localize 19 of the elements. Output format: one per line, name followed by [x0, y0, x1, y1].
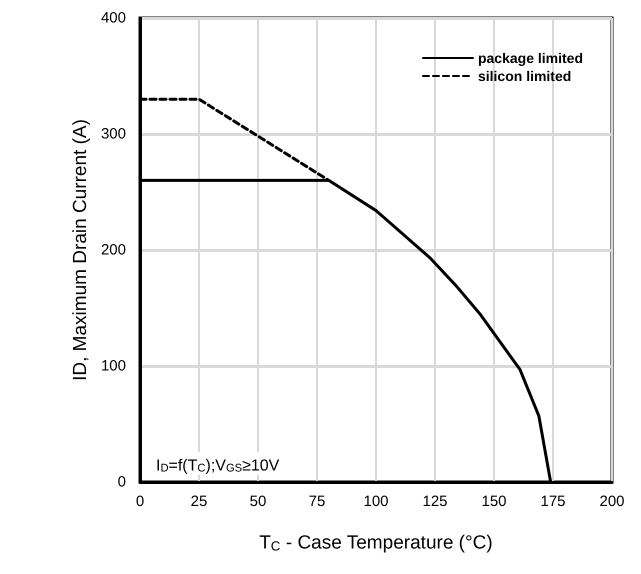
annotation: ID=f(TC);VGS≥10V — [156, 457, 280, 474]
y-tick-label: 200 — [100, 242, 126, 258]
legend-label: package limited — [478, 50, 584, 66]
x-tick-label: 0 — [136, 493, 144, 510]
x-tick-label: 175 — [540, 493, 566, 510]
x-tick-label: 150 — [481, 493, 507, 510]
y-tick-label: 0 — [118, 474, 126, 490]
legend-label: silicon limited — [478, 68, 572, 84]
x-tick-label: 125 — [422, 493, 448, 510]
x-tick-label: 200 — [599, 493, 625, 510]
x-tick-label: 75 — [308, 493, 326, 510]
y-axis-title: ID, Maximum Drain Current (A) — [70, 119, 92, 381]
x-tick-label: 50 — [250, 493, 266, 510]
x-tick-label: 100 — [363, 493, 389, 510]
y-tick-label: 100 — [100, 358, 126, 374]
y-tick-label: 400 — [100, 10, 126, 26]
y-tick-label: 300 — [100, 126, 126, 142]
x-tick-label: 25 — [190, 493, 208, 510]
x-axis-title: TC - Case Temperature (°C) — [259, 532, 493, 554]
